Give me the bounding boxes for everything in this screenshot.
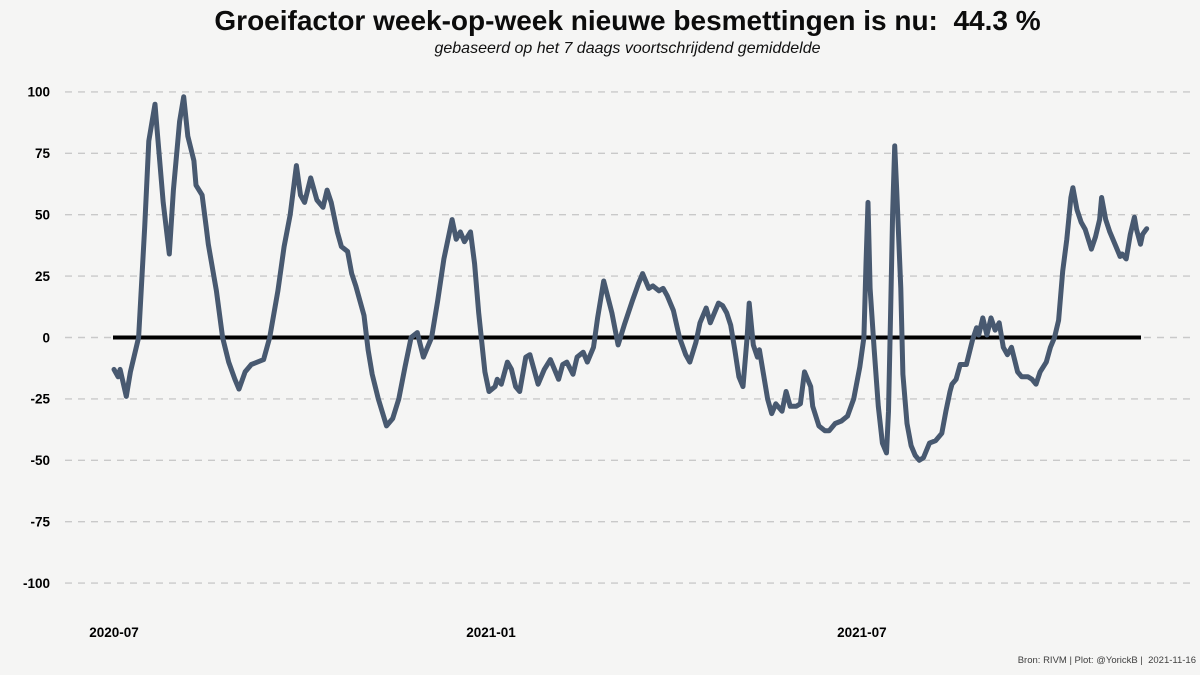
chart-title: Groeifactor week-op-week nieuwe besmetti… [214, 5, 1041, 36]
chart-subtitle: gebaseerd op het 7 daags voortschrijdend… [434, 40, 821, 57]
y-axis-tick-label: -100 [23, 576, 50, 591]
y-axis-tick-label: -25 [30, 392, 50, 407]
y-axis-tick-label: -50 [30, 453, 50, 468]
x-axis-tick-label: 2020-07 [89, 625, 139, 640]
x-axis-tick-label: 2021-07 [837, 625, 887, 640]
y-axis-tick-label: 75 [35, 146, 51, 161]
growth-factor-line [111, 94, 1150, 463]
y-axis-tick-label: 25 [35, 269, 51, 284]
y-axis-tick-label: 0 [42, 330, 50, 345]
x-axis-tick-label: 2021-01 [466, 625, 516, 640]
y-axis-tick-label: -75 [30, 515, 50, 530]
y-axis-tick-label: 100 [27, 85, 50, 100]
y-axis-tick-label: 50 [35, 208, 50, 223]
credit-text: Bron: RIVM | Plot: @YorickB | 2021-11-16 [1017, 655, 1196, 666]
